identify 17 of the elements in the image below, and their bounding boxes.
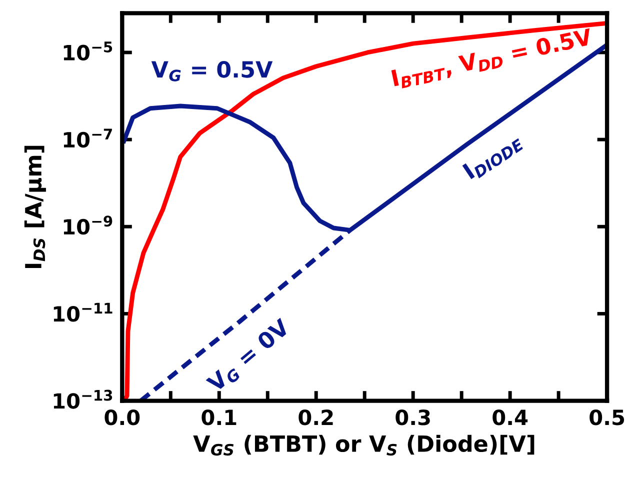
- y-tick-label: 10$^{−5}$: [64, 42, 112, 61]
- x-tick-label: 0.1: [202, 410, 236, 426]
- y-tick-label: 10$^{−13}$: [54, 390, 112, 409]
- annotation: I$_{DIODE}$: [462, 131, 525, 182]
- y-tick-label: 10$^{−11}$: [54, 302, 112, 322]
- x-tick-label: 0.4: [492, 410, 528, 426]
- annotation: V$_{G}$ = 0V: [206, 317, 294, 396]
- x-axis-title: V$_{GS}$ (BTBT) or V$_{S}$ (Diode)[V]: [193, 434, 534, 456]
- annotation: I$_{BTBT}$, V$_{DD}$ = 0.5V: [391, 28, 594, 90]
- x-tick-label: 0.0: [104, 410, 140, 426]
- y-tick-label: 10$^{−9}$: [64, 216, 112, 235]
- x-tick-label: 0.2: [298, 410, 333, 426]
- y-axis-title: I$_{DS}$ [A/µm]: [24, 146, 46, 268]
- annotation: V$_{G}$ = 0.5V: [151, 61, 273, 82]
- y-tick-label: 10$^{−7}$: [64, 128, 112, 148]
- x-tick-label: 0.3: [396, 410, 430, 426]
- x-tick-label: 0.5: [590, 410, 624, 426]
